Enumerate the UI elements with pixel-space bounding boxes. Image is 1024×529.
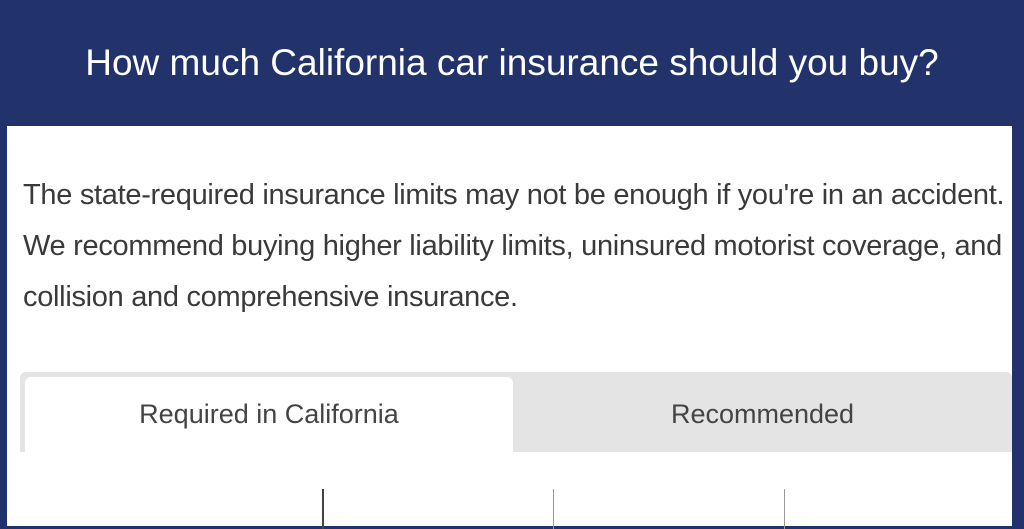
column-divider [322, 489, 324, 529]
content-panel: The state-required insurance limits may … [7, 126, 1012, 529]
column-divider [553, 489, 554, 529]
tab-required-in-california[interactable]: Required in California [25, 377, 513, 452]
page-title: How much California car insurance should… [85, 42, 939, 83]
tab-recommended[interactable]: Recommended [670, 399, 855, 429]
tab-bar: Required in California Recommended [20, 372, 1012, 452]
intro-text: The state-required insurance limits may … [23, 179, 1005, 313]
column-divider [784, 489, 785, 529]
